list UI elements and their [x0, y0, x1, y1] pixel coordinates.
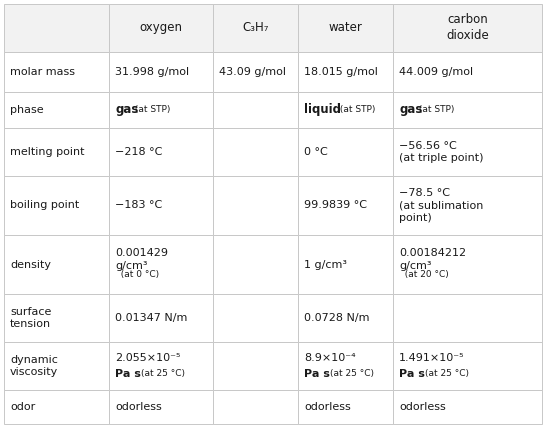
Text: odorless: odorless: [399, 402, 446, 412]
Text: density: density: [10, 260, 51, 270]
Bar: [4, 342, 109, 389]
Bar: [109, 92, 213, 128]
Text: 0 °C: 0 °C: [304, 147, 328, 157]
Bar: [109, 128, 213, 176]
Text: −78.5 °C
(at sublimation
point): −78.5 °C (at sublimation point): [399, 188, 483, 223]
Text: 0.00184212
g/cm³: 0.00184212 g/cm³: [399, 248, 466, 271]
Bar: [298, 176, 393, 235]
Bar: [109, 4, 213, 52]
Text: boiling point: boiling point: [10, 200, 79, 211]
Text: molar mass: molar mass: [10, 67, 75, 77]
Text: (at STP): (at STP): [337, 105, 376, 114]
Bar: [393, 389, 542, 424]
Text: surface
tension: surface tension: [10, 307, 51, 329]
Bar: [213, 128, 298, 176]
Text: (at 20 °C): (at 20 °C): [399, 270, 449, 279]
Text: 1.491×10⁻⁵: 1.491×10⁻⁵: [399, 353, 465, 363]
Bar: [109, 52, 213, 92]
Text: −218 °C: −218 °C: [115, 147, 162, 157]
Bar: [393, 235, 542, 294]
Bar: [393, 128, 542, 176]
Bar: [109, 389, 213, 424]
Text: (at 25 °C): (at 25 °C): [330, 369, 374, 378]
Text: carbon
dioxide: carbon dioxide: [446, 13, 489, 42]
Text: 18.015 g/mol: 18.015 g/mol: [304, 67, 378, 77]
Bar: [4, 128, 109, 176]
Text: (at 0 °C): (at 0 °C): [115, 270, 159, 279]
Text: odorless: odorless: [304, 402, 351, 412]
Bar: [298, 342, 393, 389]
Bar: [109, 176, 213, 235]
Text: phase: phase: [10, 105, 44, 115]
Text: (at STP): (at STP): [416, 105, 454, 114]
Bar: [393, 176, 542, 235]
Bar: [4, 92, 109, 128]
Bar: [213, 389, 298, 424]
Text: odorless: odorless: [115, 402, 162, 412]
Bar: [4, 235, 109, 294]
Text: water: water: [329, 21, 363, 34]
Bar: [393, 294, 542, 342]
Bar: [393, 4, 542, 52]
Bar: [109, 235, 213, 294]
Text: melting point: melting point: [10, 147, 85, 157]
Text: 0.001429
g/cm³: 0.001429 g/cm³: [115, 248, 168, 271]
Text: 1 g/cm³: 1 g/cm³: [304, 260, 347, 270]
Bar: [213, 4, 298, 52]
Bar: [298, 389, 393, 424]
Text: gas: gas: [399, 104, 423, 116]
Text: 43.09 g/mol: 43.09 g/mol: [219, 67, 286, 77]
Bar: [298, 52, 393, 92]
Text: 0.01347 N/m: 0.01347 N/m: [115, 313, 187, 323]
Bar: [213, 235, 298, 294]
Text: −183 °C: −183 °C: [115, 200, 162, 211]
Text: 8.9×10⁻⁴: 8.9×10⁻⁴: [304, 353, 355, 363]
Text: liquid: liquid: [304, 104, 341, 116]
Text: 0.0728 N/m: 0.0728 N/m: [304, 313, 370, 323]
Bar: [213, 342, 298, 389]
Bar: [213, 294, 298, 342]
Bar: [298, 294, 393, 342]
Text: (at 25 °C): (at 25 °C): [425, 369, 469, 378]
Text: 31.998 g/mol: 31.998 g/mol: [115, 67, 189, 77]
Text: Pa s: Pa s: [115, 369, 141, 379]
Bar: [298, 128, 393, 176]
Text: (at 25 °C): (at 25 °C): [141, 369, 185, 378]
Bar: [213, 92, 298, 128]
Bar: [4, 176, 109, 235]
Bar: [298, 4, 393, 52]
Bar: [4, 389, 109, 424]
Bar: [4, 52, 109, 92]
Text: dynamic
viscosity: dynamic viscosity: [10, 354, 58, 377]
Bar: [298, 235, 393, 294]
Bar: [298, 92, 393, 128]
Text: oxygen: oxygen: [139, 21, 182, 34]
Text: (at STP): (at STP): [132, 105, 170, 114]
Bar: [4, 4, 109, 52]
Bar: [393, 342, 542, 389]
Text: 2.055×10⁻⁵: 2.055×10⁻⁵: [115, 353, 180, 363]
Text: Pa s: Pa s: [399, 369, 425, 379]
Bar: [109, 294, 213, 342]
Bar: [213, 52, 298, 92]
Text: 99.9839 °C: 99.9839 °C: [304, 200, 367, 211]
Text: C₃H₇: C₃H₇: [242, 21, 269, 34]
Bar: [4, 294, 109, 342]
Bar: [393, 92, 542, 128]
Text: Pa s: Pa s: [304, 369, 330, 379]
Bar: [393, 52, 542, 92]
Text: −56.56 °C
(at triple point): −56.56 °C (at triple point): [399, 141, 484, 163]
Text: 44.009 g/mol: 44.009 g/mol: [399, 67, 473, 77]
Bar: [109, 342, 213, 389]
Text: odor: odor: [10, 402, 35, 412]
Bar: [213, 176, 298, 235]
Text: gas: gas: [115, 104, 138, 116]
